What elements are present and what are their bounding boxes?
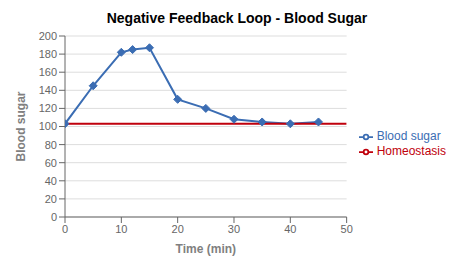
svg-text:140: 140 — [39, 84, 57, 96]
html-text:Blood sugar: Blood sugar — [376, 129, 441, 144]
svg-text:40: 40 — [284, 223, 296, 235]
svg-text:0: 0 — [62, 223, 68, 235]
html-text:Negative Feedback Loop - Blood: Negative Feedback Loop - Blood Sugar — [106, 10, 368, 26]
svg-text:30: 30 — [228, 223, 240, 235]
svg-text:0: 0 — [51, 211, 57, 223]
svg-text:60: 60 — [45, 157, 57, 169]
svg-text:20: 20 — [172, 223, 184, 235]
svg-text:200: 200 — [39, 30, 57, 42]
svg-text:160: 160 — [39, 66, 57, 78]
svg-text:Time (min): Time (min) — [176, 242, 236, 256]
svg-text:100: 100 — [39, 120, 57, 132]
svg-text:180: 180 — [39, 48, 57, 60]
svg-text:80: 80 — [45, 139, 57, 151]
html-text:Homeostasis: Homeostasis — [376, 144, 446, 158]
svg-text:120: 120 — [39, 102, 57, 114]
svg-text:10: 10 — [115, 223, 127, 235]
svg-text:40: 40 — [45, 175, 57, 187]
svg-text:Blood sugar: Blood sugar — [14, 91, 28, 161]
svg-text:20: 20 — [45, 193, 57, 205]
svg-text:50: 50 — [341, 223, 353, 235]
